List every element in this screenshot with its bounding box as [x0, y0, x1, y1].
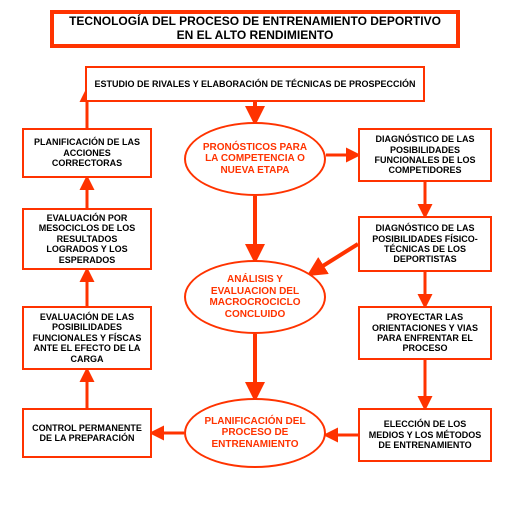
- node-eleccion: ELECCIÓN DE LOS MEDIOS Y LOS MÉTODOS DE …: [358, 408, 492, 462]
- arrow-diagfis-to-analisis: [310, 244, 358, 274]
- node-label-estudio: ESTUDIO DE RIVALES Y ELABORACIÓN DE TÉCN…: [94, 79, 415, 89]
- node-proyectar: PROYECTAR LAS ORIENTACIONES Y VIAS PARA …: [358, 306, 492, 360]
- node-label-eleccion: ELECCIÓN DE LOS MEDIOS Y LOS MÉTODOS DE …: [366, 419, 484, 450]
- node-label-evalmeso: EVALUACIÓN POR MESOCICLOS DE LOS RESULTA…: [30, 213, 144, 265]
- node-diagfunc: DIAGNÓSTICO DE LAS POSIBILIDADES FUNCION…: [358, 128, 492, 182]
- node-evalmeso: EVALUACIÓN POR MESOCICLOS DE LOS RESULTA…: [22, 208, 152, 270]
- node-analisis: ANÁLISIS Y EVALUACION DEL MACROCROCICLO …: [184, 260, 326, 334]
- node-label-planacc: PLANIFICACIÓN DE LAS ACCIONES CORRECTORA…: [30, 137, 144, 168]
- node-planacc: PLANIFICACIÓN DE LAS ACCIONES CORRECTORA…: [22, 128, 152, 178]
- node-label-proyectar: PROYECTAR LAS ORIENTACIONES Y VIAS PARA …: [366, 312, 484, 353]
- node-diagfis: DIAGNÓSTICO DE LAS POSIBILIDADES FÍSICO-…: [358, 216, 492, 272]
- diagram-canvas: TECNOLOGÍA DEL PROCESO DE ENTRENAMIENTO …: [0, 0, 511, 518]
- node-title: TECNOLOGÍA DEL PROCESO DE ENTRENAMIENTO …: [50, 10, 460, 48]
- node-label-analisis: ANÁLISIS Y EVALUACION DEL MACROCROCICLO …: [200, 274, 310, 320]
- node-planproc: PLANIFICACIÓN DEL PROCESO DE ENTRENAMIEN…: [184, 398, 326, 468]
- node-estudio: ESTUDIO DE RIVALES Y ELABORACIÓN DE TÉCN…: [85, 66, 425, 102]
- node-evalpos: EVALUACIÓN DE LAS POSIBILIDADES FUNCIONA…: [22, 306, 152, 370]
- node-label-control: CONTROL PERMANENTE DE LA PREPARACIÓN: [30, 423, 144, 444]
- node-label-planproc: PLANIFICACIÓN DEL PROCESO DE ENTRENAMIEN…: [200, 416, 310, 451]
- node-label-diagfunc: DIAGNÓSTICO DE LAS POSIBILIDADES FUNCION…: [366, 134, 484, 175]
- node-label-pronosticos: PRONÓSTICOS PARA LA COMPETENCIA O NUEVA …: [200, 142, 310, 177]
- node-label-evalpos: EVALUACIÓN DE LAS POSIBILIDADES FUNCIONA…: [30, 312, 144, 364]
- node-control: CONTROL PERMANENTE DE LA PREPARACIÓN: [22, 408, 152, 458]
- node-label-diagfis: DIAGNÓSTICO DE LAS POSIBILIDADES FÍSICO-…: [366, 223, 484, 264]
- node-pronosticos: PRONÓSTICOS PARA LA COMPETENCIA O NUEVA …: [184, 122, 326, 196]
- node-label-title: TECNOLOGÍA DEL PROCESO DE ENTRENAMIENTO …: [62, 15, 448, 43]
